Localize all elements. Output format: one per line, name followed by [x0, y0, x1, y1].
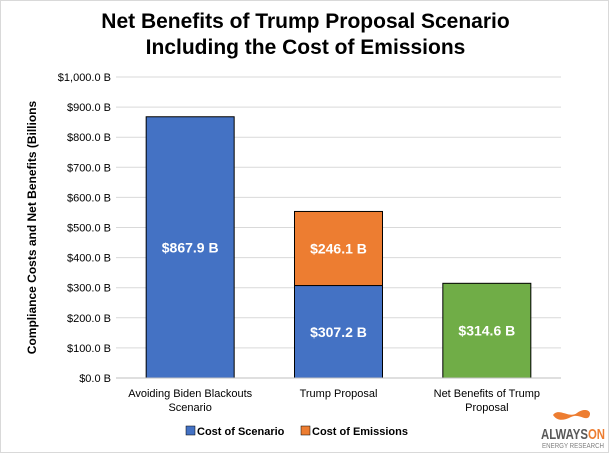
bar-segment	[294, 210, 383, 287]
chart-title: Net Benefits of Trump Proposal Scenario …	[1, 9, 608, 61]
data-label: $314.6 B	[458, 323, 515, 339]
y-tick-label: $300.0 B	[67, 283, 111, 295]
y-axis-title: Compliance Costs and Net Benefits (Billi…	[25, 100, 39, 354]
x-tick-label: Scenario	[168, 402, 211, 414]
y-tick-label: $100.0 B	[67, 343, 111, 355]
x-tick-label: Proposal	[465, 402, 508, 414]
x-tick-label: Net Benefits of Trump	[434, 388, 540, 400]
alwayson-logo: ALWAYSON ENERGY RESEARCH	[541, 410, 605, 450]
x-tick-label: Avoiding Biden Blackouts	[128, 388, 252, 400]
bar-segment	[145, 116, 235, 379]
legend-swatch	[185, 425, 196, 436]
y-tick-label: $200.0 B	[67, 313, 111, 325]
y-tick-label: $0.0 B	[79, 373, 111, 385]
data-label: $867.9 B	[162, 239, 219, 255]
title-line-2: Including the Cost of Emissions	[145, 36, 466, 59]
y-tick-label: $500.0 B	[67, 223, 111, 235]
bar-segment	[442, 282, 532, 379]
legend-label: Cost of Scenario	[197, 426, 285, 438]
logo-swoosh-icon	[553, 410, 591, 420]
y-tick-label: $800.0 B	[67, 132, 111, 144]
legend-swatch	[300, 425, 311, 436]
legend-label: Cost of Emissions	[312, 426, 408, 438]
y-tick-label: $900.0 B	[67, 102, 111, 114]
y-tick-label: $700.0 B	[67, 162, 111, 174]
svg-text:ENERGY RESEARCH: ENERGY RESEARCH	[542, 443, 604, 450]
data-label: $246.1 B	[310, 240, 367, 256]
y-tick-label: $600.0 B	[67, 192, 111, 204]
title-line-1: Net Benefits of Trump Proposal Scenario	[101, 10, 510, 33]
y-tick-label: $400.0 B	[67, 253, 111, 265]
y-tick-label: $1,000.0 B	[58, 72, 111, 84]
svg-text:ALWAYSON: ALWAYSON	[541, 426, 605, 443]
x-tick-label: Trump Proposal	[300, 388, 378, 400]
data-label: $307.2 B	[310, 324, 367, 340]
